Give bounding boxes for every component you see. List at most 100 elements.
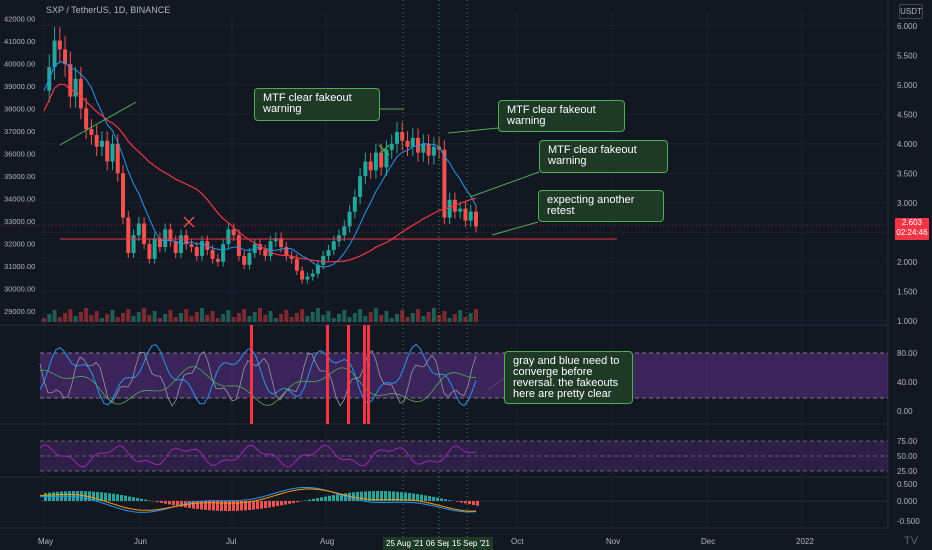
x-axis-tick-0: May (38, 537, 53, 546)
annotation-fakeout-3[interactable]: MTF clear fakeout warning (539, 140, 668, 173)
macd-axis-tick-0: 0.500 (897, 480, 918, 489)
macd-hist-320 (320, 497, 323, 501)
right-axis-tick-5: 3.500 (897, 169, 918, 178)
pointer-3 (469, 171, 540, 198)
volume-bar-46 (284, 310, 289, 322)
macd-hist-168 (168, 501, 171, 505)
right-axis-tick-3: 4.500 (897, 110, 918, 119)
price-candles (47, 26, 478, 284)
annotation-retest[interactable]: expecting another retest (538, 190, 664, 222)
volume-bar-21 (152, 311, 157, 322)
macd-hist-348 (348, 492, 351, 501)
candle-body-76 (442, 149, 447, 218)
time-marker-3: 15 Sep '21 (449, 537, 494, 550)
volume-bar-65 (384, 311, 389, 322)
candle-body-63 (373, 152, 378, 171)
candle-body-12 (105, 140, 110, 162)
macd-hist-308 (308, 499, 311, 501)
annotation-fakeout-2[interactable]: MTF clear fakeout warning (498, 100, 625, 132)
x-axis-tick-6: Dec (701, 537, 715, 546)
volume-bar-47 (289, 317, 294, 322)
macd-hist-272 (272, 501, 275, 507)
volume-bar-10 (94, 311, 99, 322)
macd-hist-468 (468, 501, 471, 505)
x-axis-tick-1: Jun (134, 537, 147, 546)
macd-hist-176 (176, 501, 179, 507)
candle-body-79 (458, 208, 463, 212)
volume-bar-38 (242, 309, 247, 322)
macd-hist-292 (292, 501, 295, 503)
volume-bar-50 (305, 316, 310, 322)
volume-bar-60 (358, 309, 363, 322)
volume-bar-17 (131, 316, 136, 322)
volume-bar-28 (189, 316, 194, 322)
volume-bar-59 (352, 313, 357, 322)
x-axis-tick-3: Aug (320, 537, 334, 546)
left-axis-tick-13: 29000.00 (4, 307, 35, 316)
volume-bar-42 (263, 315, 268, 322)
macd-hist-380 (380, 491, 383, 501)
candle-body-54 (326, 250, 331, 256)
macd-hist-108 (108, 493, 111, 501)
candle-body-22 (157, 238, 162, 248)
volume-bar-67 (394, 314, 399, 322)
candle-body-5 (68, 64, 73, 97)
macd-hist-444 (444, 499, 447, 501)
candle-body-14 (115, 143, 120, 174)
macd-hist-112 (112, 493, 115, 501)
x-axis-tick-2: Jul (226, 537, 236, 546)
volume-bar-25 (173, 317, 178, 322)
macd-hist-476 (476, 501, 479, 506)
volume-bar-37 (236, 313, 241, 322)
volume-bar-13 (110, 310, 115, 322)
rsi-axis-tick-2: 0.00 (897, 407, 913, 416)
macd-hist-140 (140, 498, 143, 501)
candle-body-30 (200, 241, 205, 256)
macd-hist-460 (460, 501, 463, 503)
macd-hist-232 (232, 501, 235, 511)
macd-hist-384 (384, 491, 387, 501)
volume-bar-5 (68, 309, 73, 322)
candle-body-39 (247, 252, 252, 265)
macd-hist-164 (164, 501, 167, 504)
macd-hist-312 (312, 498, 315, 501)
volume-bar-36 (231, 317, 236, 322)
annotation-oscillator[interactable]: gray and blue need to converge before re… (504, 351, 633, 404)
volume-bar-72 (421, 316, 426, 322)
left-axis-tick-4: 38000.00 (4, 104, 35, 113)
volume-bar-51 (310, 312, 315, 322)
macd-hist-472 (472, 501, 475, 505)
rsi-blue-line (39, 343, 477, 407)
macd-hist-220 (220, 501, 223, 511)
macd-hist-160 (160, 501, 163, 503)
macd-hist-72 (72, 491, 75, 501)
candle-body-35 (226, 229, 231, 245)
fakeout-bar-4 (367, 325, 370, 424)
macd-hist-136 (136, 497, 139, 501)
currency-label[interactable]: USDT (899, 4, 923, 19)
candle-body-52 (315, 264, 320, 274)
macd-axis-tick-2: -0.500 (897, 517, 920, 526)
candle-body-11 (99, 140, 104, 147)
candle-body-17 (131, 235, 136, 253)
candle-body-44 (273, 238, 278, 242)
candle-body-38 (242, 255, 247, 265)
candle-body-15 (121, 173, 126, 218)
macd-hist-128 (128, 496, 131, 501)
candle-body-59 (352, 196, 357, 212)
pointer-2 (447, 127, 499, 134)
left-axis-tick-9: 33000.00 (4, 217, 35, 226)
volume-bar-11 (99, 318, 104, 322)
macd-hist-388 (388, 491, 391, 501)
candle-body-4 (63, 49, 68, 65)
rsi-gray-line (39, 349, 477, 407)
stoch-axis-tick-0: 75.00 (897, 437, 918, 446)
volume-bar-61 (363, 316, 368, 322)
volume-bar-77 (447, 318, 452, 322)
annotation-fakeout-1[interactable]: MTF clear fakeout warning (254, 88, 380, 121)
tradingview-logo: TV (904, 535, 919, 547)
macd-hist-280 (280, 501, 283, 506)
left-axis-tick-6: 36000.00 (4, 149, 35, 158)
macd-hist-392 (392, 491, 395, 501)
